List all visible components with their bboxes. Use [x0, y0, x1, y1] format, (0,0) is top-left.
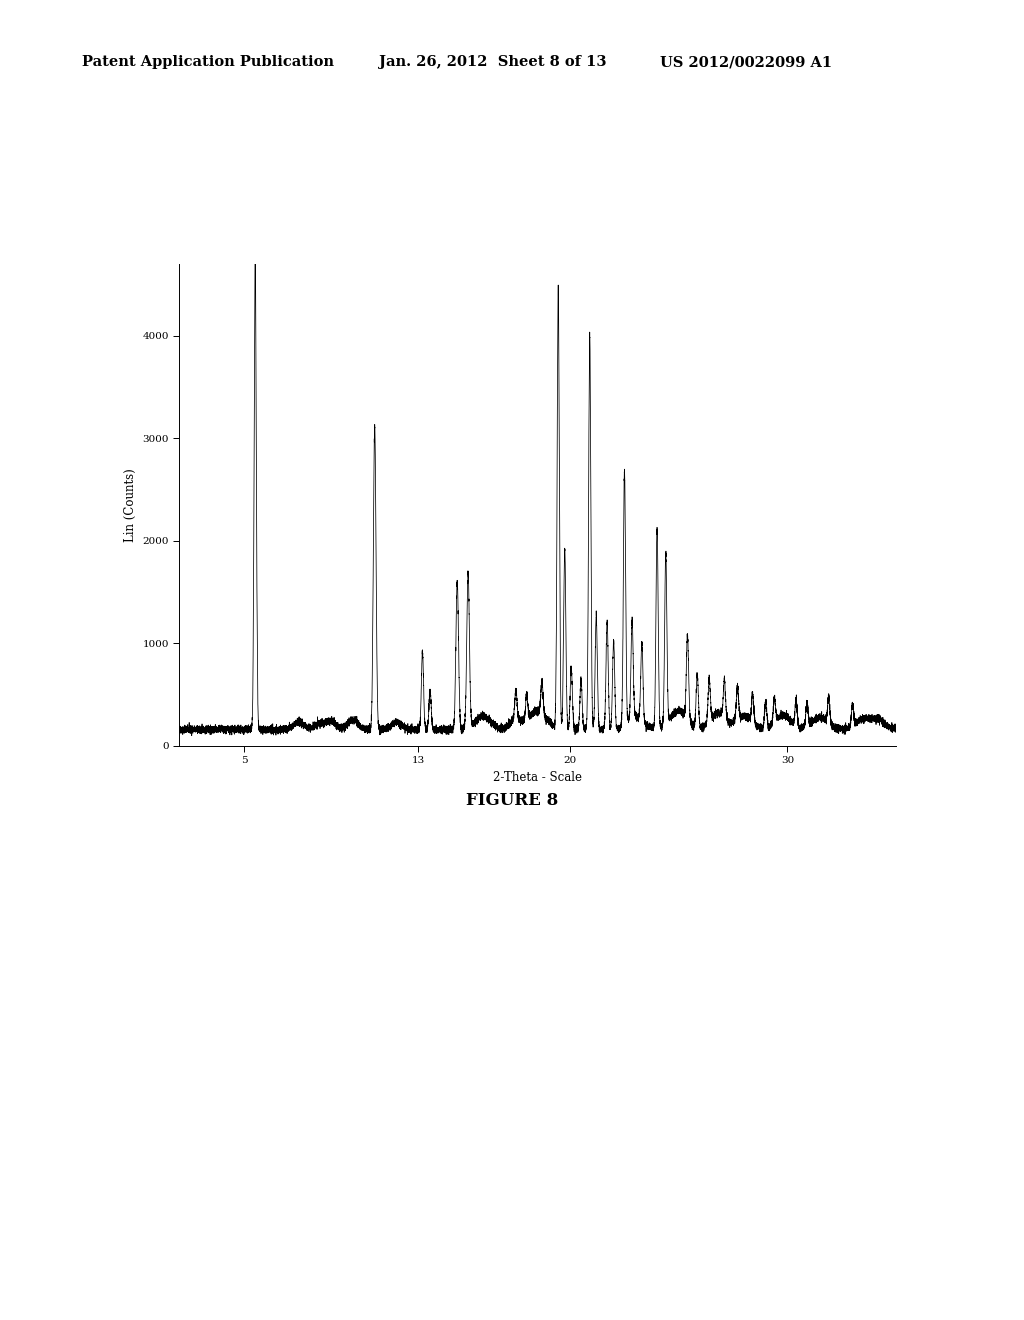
X-axis label: 2-Theta - Scale: 2-Theta - Scale: [494, 771, 582, 784]
Text: Jan. 26, 2012  Sheet 8 of 13: Jan. 26, 2012 Sheet 8 of 13: [379, 55, 606, 70]
Y-axis label: Lin (Counts): Lin (Counts): [124, 469, 137, 541]
Text: FIGURE 8: FIGURE 8: [466, 792, 558, 809]
Text: Patent Application Publication: Patent Application Publication: [82, 55, 334, 70]
Text: US 2012/0022099 A1: US 2012/0022099 A1: [660, 55, 833, 70]
